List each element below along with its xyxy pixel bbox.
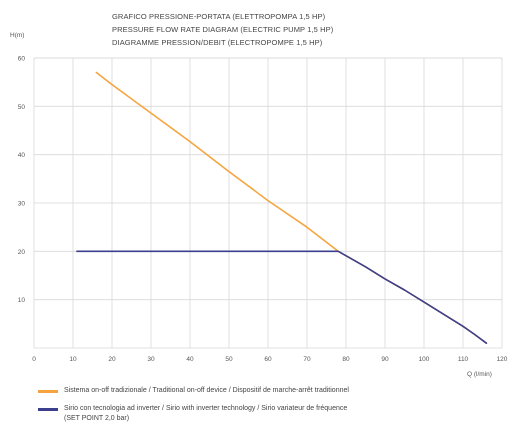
y-tick-label-10: 10 <box>18 297 26 304</box>
series-line-inverter <box>76 250 488 345</box>
chart-titles: GRAFICO PRESSIONE-PORTATA (ELETTROPOMPA … <box>112 10 333 49</box>
series-lines <box>76 71 488 345</box>
x-tick-label-40: 40 <box>186 356 194 363</box>
legend-label-inverter-line1: Sirio con tecnologia ad inverter / Sirio… <box>64 405 348 412</box>
grid <box>33 57 503 349</box>
legend-item-inverter: Sirio con tecnologia ad inverter / Sirio… <box>38 404 349 424</box>
x-tick-label-90: 90 <box>381 356 389 363</box>
chart-legend: Sistema on-off tradizionale / Traditiona… <box>38 386 349 432</box>
x-tick-label-50: 50 <box>225 356 233 363</box>
series-line-traditional <box>95 71 488 345</box>
legend-swatch-inverter <box>38 408 58 411</box>
legend-swatch-traditional <box>38 390 58 393</box>
x-tick-label-10: 10 <box>69 356 77 363</box>
y-tick-label-40: 40 <box>18 152 26 159</box>
x-axis-label: Q (l/min) <box>467 371 492 378</box>
legend-item-traditional: Sistema on-off tradizionale / Traditiona… <box>38 386 349 396</box>
x-tick-label-120: 120 <box>497 356 508 363</box>
y-tick-label-30: 30 <box>18 201 26 208</box>
tick-labels: 0 10 20 30 40 50 60 70 80 90 100 110 120 10 20 30 40 50 60 <box>18 56 508 364</box>
x-tick-label-100: 100 <box>419 356 430 363</box>
x-tick-label-60: 60 <box>264 356 272 363</box>
x-tick-label-20: 20 <box>108 356 116 363</box>
chart-title-it: GRAFICO PRESSIONE-PORTATA (ELETTROPOMPA … <box>112 12 326 21</box>
legend-label-inverter: Sirio con tecnologia ad inverter / Sirio… <box>64 404 347 424</box>
x-tick-label-30: 30 <box>147 356 155 363</box>
x-tick-label-80: 80 <box>342 356 350 363</box>
legend-label-inverter-line2: (SET POINT 2,0 bar) <box>64 415 130 422</box>
y-tick-label-20: 20 <box>18 249 26 256</box>
y-tick-label-50: 50 <box>18 104 26 111</box>
chart-title-en: PRESSURE FLOW RATE DIAGRAM (ELECTRIC PUM… <box>112 25 334 34</box>
x-tick-label-110: 110 <box>458 356 469 363</box>
x-tick-label-0: 0 <box>32 356 36 363</box>
y-tick-label-60: 60 <box>18 56 26 63</box>
chart-title-fr: DIAGRAMME PRESSION/DEBIT (ELECTROPOMPE 1… <box>112 38 323 47</box>
y-axis-label: H(m) <box>10 32 24 39</box>
legend-label-traditional: Sistema on-off tradizionale / Traditiona… <box>64 387 349 394</box>
x-tick-label-70: 70 <box>303 356 311 363</box>
